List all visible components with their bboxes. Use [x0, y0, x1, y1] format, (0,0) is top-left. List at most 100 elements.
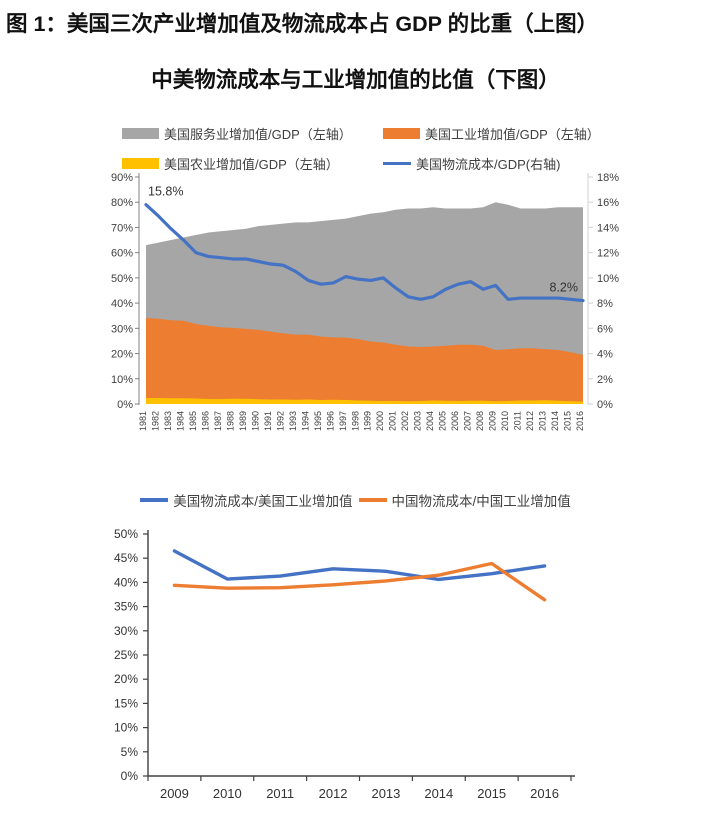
x-axis-year-label: 1986 — [200, 411, 210, 431]
x-axis-year-label: 1983 — [163, 411, 173, 431]
x-axis-year-label: 2009 — [160, 786, 189, 801]
x-axis-year-label: 2014 — [424, 786, 453, 801]
x-axis-year-label: 2007 — [463, 411, 473, 431]
top-legend-item-3: 美国物流成本/GDP(右轴) — [383, 154, 600, 173]
y-axis-tick-label: 0% — [121, 769, 139, 783]
x-axis-year-label: 2016 — [530, 786, 559, 801]
x-axis-year-label: 1998 — [350, 411, 360, 431]
line-swatch-icon — [383, 161, 411, 166]
right-axis-tick-label: 10% — [597, 273, 619, 285]
left-axis-tick-label: 80% — [111, 197, 133, 209]
left-axis-tick-label: 10% — [111, 374, 133, 386]
legend-label: 美国服务业增加值/GDP（左轴） — [164, 127, 352, 142]
left-axis-tick-label: 0% — [117, 399, 133, 411]
bottom-chart-legend: 美国物流成本/美国工业增加值 中国物流成本/中国工业增加值 — [0, 490, 711, 510]
x-axis-year-label: 2013 — [538, 411, 548, 431]
right-axis-tick-label: 12% — [597, 248, 619, 260]
x-axis-year-label: 2004 — [425, 411, 435, 431]
x-axis-year-label: 2010 — [213, 786, 242, 801]
right-axis-tick-label: 2% — [597, 374, 613, 386]
x-axis-year-label: 1992 — [275, 411, 285, 431]
x-axis-year-label: 1987 — [213, 411, 223, 431]
x-axis-year-label: 2015 — [563, 411, 573, 431]
right-axis-tick-label: 16% — [597, 197, 619, 209]
left-axis-tick-label: 90% — [111, 172, 133, 184]
right-axis-tick-label: 4% — [597, 349, 613, 361]
line-swatch-icon — [140, 498, 169, 502]
top-x-labels: 1981 1982 1983 1984 1985 1986 1987 1988 1989 1990… — [138, 411, 585, 431]
bottom-chart: 50%45%40%35%30%25%20%15%10%5%0%2009 2010 2… — [114, 527, 575, 801]
legend-label: 中国物流成本/中国工业增加值 — [391, 494, 571, 509]
china-ratio-line — [172, 561, 547, 602]
x-axis-year-label: 2015 — [477, 786, 506, 801]
x-axis-year-label: 1993 — [288, 411, 298, 431]
x-axis-year-label: 1982 — [150, 411, 160, 431]
x-axis-year-label: 2013 — [371, 786, 400, 801]
legend-label: 美国农业增加值/GDP（左轴） — [164, 157, 339, 172]
x-axis-year-label: 2010 — [500, 411, 510, 431]
left-axis-tick-label: 70% — [111, 222, 133, 234]
y-axis-tick-label: 40% — [114, 575, 138, 589]
top-chart: 90% 80% 70% 60% 50% 40% 30% 20% 10% 0% 18% 16% 14% 12… — [111, 172, 619, 431]
x-axis-year-label: 2006 — [450, 411, 460, 431]
x-axis-year-label: 1991 — [263, 411, 273, 431]
x-axis-year-label: 1997 — [338, 411, 348, 431]
us-ratio-line — [172, 549, 547, 582]
x-axis-year-label: 1990 — [250, 411, 260, 431]
left-axis-tick-label: 50% — [111, 273, 133, 285]
x-axis-year-label: 2012 — [525, 411, 535, 431]
area-swatch-icon — [122, 128, 159, 139]
legend-label: 美国物流成本/GDP(右轴) — [416, 157, 561, 172]
top-legend-item-0: 美国服务业增加值/GDP（左轴） — [122, 124, 383, 143]
bottom-x-axis: 2009 2010 2011 2012 2013 2014 2015 2016 — [147, 775, 575, 801]
left-axis-tick-label: 20% — [111, 349, 133, 361]
x-axis-year-label: 1988 — [225, 411, 235, 431]
y-axis-tick-label: 50% — [114, 527, 138, 541]
x-axis-year-label: 1994 — [300, 411, 310, 431]
x-axis-year-label: 2008 — [475, 411, 485, 431]
y-axis-tick-label: 20% — [114, 672, 138, 686]
legend-label: 美国工业增加值/GDP（左轴） — [425, 127, 600, 142]
x-axis-year-label: 1999 — [363, 411, 373, 431]
x-axis-year-label: 2014 — [550, 411, 560, 431]
annotation-start: 15.8% — [148, 185, 183, 199]
logistics-line — [144, 203, 585, 303]
left-axis-tick-label: 60% — [111, 248, 133, 260]
legend-label: 美国物流成本/美国工业增加值 — [173, 494, 353, 509]
left-axis-tick-label: 30% — [111, 323, 133, 335]
x-axis-year-label: 2011 — [266, 786, 294, 801]
annotation-end: 8.2% — [550, 281, 579, 295]
bottom-legend-item-1: 中国物流成本/中国工业增加值 — [358, 490, 571, 510]
area-swatch-icon — [383, 128, 420, 139]
x-axis-year-label: 1985 — [188, 411, 198, 431]
right-axis-tick-label: 6% — [597, 323, 613, 335]
x-axis-year-label: 2003 — [413, 411, 423, 431]
top-left-axis: 90% 80% 70% 60% 50% 40% 30% 20% 10% 0% — [111, 172, 140, 411]
x-axis-year-label: 2009 — [488, 411, 498, 431]
top-right-axis: 18% 16% 14% 12% 10% 8% 6% 4% 2% 0% — [587, 172, 619, 411]
line-swatch-icon — [358, 498, 387, 502]
x-axis-year-label: 2001 — [388, 411, 398, 431]
y-axis-tick-label: 25% — [114, 648, 138, 662]
y-axis-tick-label: 45% — [114, 551, 138, 565]
x-axis-year-label: 2012 — [319, 786, 348, 801]
x-axis-year-label: 2000 — [375, 411, 385, 431]
y-axis-tick-label: 15% — [114, 696, 138, 710]
x-axis-year-label: 1996 — [325, 411, 335, 431]
x-axis-year-label: 2011 — [513, 411, 523, 430]
top-legend-item-1: 美国工业增加值/GDP（左轴） — [383, 124, 600, 143]
x-axis-year-label: 1995 — [313, 411, 323, 431]
top-chart-legend: 美国服务业增加值/GDP（左轴） 美国工业增加值/GDP（左轴） 美国农业增加值/G… — [122, 124, 600, 173]
x-axis-year-label: 2005 — [438, 411, 448, 431]
y-axis-tick-label: 5% — [121, 745, 139, 759]
right-axis-tick-label: 0% — [597, 399, 613, 411]
x-axis-year-label: 1984 — [175, 411, 185, 431]
x-axis-year-label: 1981 — [138, 411, 148, 431]
right-axis-tick-label: 18% — [597, 172, 619, 184]
top-legend-item-2: 美国农业增加值/GDP（左轴） — [122, 154, 383, 173]
bottom-y-axis: 50% 45% 40% 35% 30% 25% 20% 15% 10% 5% 0% — [114, 527, 149, 783]
left-axis-tick-label: 40% — [111, 298, 133, 310]
y-axis-tick-label: 30% — [114, 624, 138, 638]
x-axis-year-label: 2016 — [575, 411, 585, 431]
